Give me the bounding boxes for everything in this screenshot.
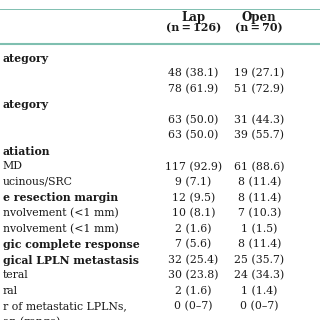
Text: 10 (8.1): 10 (8.1) bbox=[172, 208, 215, 218]
Text: 7 (5.6): 7 (5.6) bbox=[175, 239, 212, 249]
Text: r of metastatic LPLNs,: r of metastatic LPLNs, bbox=[3, 301, 126, 311]
Text: gic complete response: gic complete response bbox=[3, 239, 139, 250]
Text: 7 (10.3): 7 (10.3) bbox=[237, 208, 281, 218]
Text: 32 (25.4): 32 (25.4) bbox=[168, 255, 219, 265]
Text: 1 (1.4): 1 (1.4) bbox=[241, 286, 277, 296]
Text: 8 (11.4): 8 (11.4) bbox=[237, 239, 281, 249]
Text: 24 (34.3): 24 (34.3) bbox=[234, 270, 284, 280]
Text: ategory: ategory bbox=[3, 99, 49, 110]
Text: 30 (23.8): 30 (23.8) bbox=[168, 270, 219, 280]
Text: Open: Open bbox=[242, 11, 276, 24]
Text: 31 (44.3): 31 (44.3) bbox=[234, 115, 284, 125]
Text: teral: teral bbox=[3, 270, 28, 280]
Text: 25 (35.7): 25 (35.7) bbox=[234, 255, 284, 265]
Text: 8 (11.4): 8 (11.4) bbox=[237, 193, 281, 203]
Text: 9 (7.1): 9 (7.1) bbox=[175, 177, 212, 187]
Text: (n = 70): (n = 70) bbox=[236, 22, 283, 33]
Text: ucinous/SRC: ucinous/SRC bbox=[3, 177, 72, 187]
Text: 12 (9.5): 12 (9.5) bbox=[172, 193, 215, 203]
Text: MD: MD bbox=[3, 162, 22, 172]
Text: 78 (61.9): 78 (61.9) bbox=[168, 84, 219, 94]
Text: e resection margin: e resection margin bbox=[3, 193, 118, 204]
Text: 48 (38.1): 48 (38.1) bbox=[168, 68, 219, 79]
Text: nvolvement (<1 mm): nvolvement (<1 mm) bbox=[3, 208, 118, 218]
Text: 117 (92.9): 117 (92.9) bbox=[165, 162, 222, 172]
Text: 1 (1.5): 1 (1.5) bbox=[241, 223, 277, 234]
Text: 19 (27.1): 19 (27.1) bbox=[234, 68, 284, 79]
Text: 0 (0–7): 0 (0–7) bbox=[174, 301, 213, 311]
Text: 8 (11.4): 8 (11.4) bbox=[237, 177, 281, 187]
Text: 39 (55.7): 39 (55.7) bbox=[234, 130, 284, 141]
Text: 2 (1.6): 2 (1.6) bbox=[175, 286, 212, 296]
Text: Lap: Lap bbox=[181, 11, 206, 24]
Text: nvolvement (<1 mm): nvolvement (<1 mm) bbox=[3, 223, 118, 234]
Text: 2 (1.6): 2 (1.6) bbox=[175, 223, 212, 234]
Text: atiation: atiation bbox=[3, 146, 50, 157]
Text: ategory: ategory bbox=[3, 53, 49, 64]
Text: 63 (50.0): 63 (50.0) bbox=[168, 130, 219, 141]
Text: 61 (88.6): 61 (88.6) bbox=[234, 162, 284, 172]
Text: ral: ral bbox=[3, 286, 18, 296]
Text: 51 (72.9): 51 (72.9) bbox=[234, 84, 284, 94]
Text: 63 (50.0): 63 (50.0) bbox=[168, 115, 219, 125]
Text: (n = 126): (n = 126) bbox=[166, 22, 221, 33]
Text: an (range): an (range) bbox=[3, 317, 60, 320]
Text: gical LPLN metastasis: gical LPLN metastasis bbox=[3, 255, 139, 266]
Text: 0 (0–7): 0 (0–7) bbox=[240, 301, 278, 311]
